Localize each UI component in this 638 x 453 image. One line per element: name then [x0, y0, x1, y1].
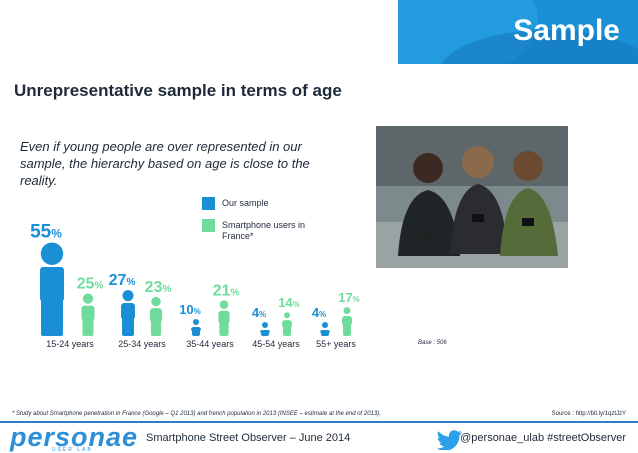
title-banner: Sample — [398, 0, 638, 64]
bar-france-3 — [218, 300, 230, 336]
footer-title: Smartphone Street Observer – June 2014 — [146, 432, 351, 444]
bar-france-5 — [342, 307, 352, 336]
data-label-sample-4: 4% — [252, 305, 266, 320]
legend-label-our-sample: Our sample — [222, 198, 269, 208]
bar-sample-1 — [40, 242, 64, 336]
footer-hashtags: @personae_ulab #streetObserver — [460, 432, 626, 444]
data-label-france-4: 14% — [278, 295, 300, 310]
legend-label-smartphone-users: Smartphone users in France* — [222, 220, 306, 241]
age-chart: 55% 25% 15-24 years 27% 23% 25-34 years 10% 21%… — [30, 222, 360, 350]
bar-sample-3 — [191, 319, 201, 336]
x-tick-label-1: 15-24 years — [46, 339, 94, 349]
footnote: * Study about Smartphone penetration in … — [12, 411, 381, 417]
data-label-sample-1: 55% — [30, 222, 62, 243]
bar-sample-4 — [260, 322, 270, 336]
x-tick-label-2: 25-34 years — [118, 339, 166, 349]
logo-subtitle: USER LAB — [52, 447, 93, 453]
base-note: Base : 506 — [418, 340, 447, 346]
legend-swatch-our-sample — [202, 197, 215, 210]
x-tick-label-3: 35-44 years — [186, 339, 234, 349]
bar-sample-5 — [320, 322, 330, 336]
data-label-sample-2: 27% — [109, 272, 136, 289]
legend-swatch-smartphone-users — [202, 219, 215, 232]
x-tick-label-5: 55+ years — [316, 339, 356, 349]
bar-france-4 — [282, 312, 292, 336]
personae-logo: personae — [10, 422, 139, 452]
data-label-sample-3: 10% — [179, 302, 201, 317]
bar-france-2 — [149, 296, 163, 336]
bar-sample-2 — [121, 290, 135, 336]
source-link[interactable]: Source : http://bit.ly/1qztJzY — [551, 411, 626, 417]
footer-divider — [0, 421, 638, 423]
intro-text: Even if young people are over represente… — [20, 139, 310, 188]
data-label-france-1: 25% — [77, 276, 104, 293]
twitter-bird-icon — [437, 430, 462, 450]
data-label-sample-5: 4% — [312, 305, 326, 320]
slide-title: Sample — [513, 14, 620, 47]
people-with-smartphones-photo — [376, 126, 568, 268]
bar-france-1 — [81, 293, 95, 336]
data-label-france-3: 21% — [213, 282, 240, 299]
section-heading: Unrepresentative sample in terms of age — [14, 81, 342, 100]
data-label-france-2: 23% — [145, 279, 172, 296]
data-label-france-5: 17% — [338, 290, 360, 305]
x-tick-label-4: 45-54 years — [252, 339, 300, 349]
